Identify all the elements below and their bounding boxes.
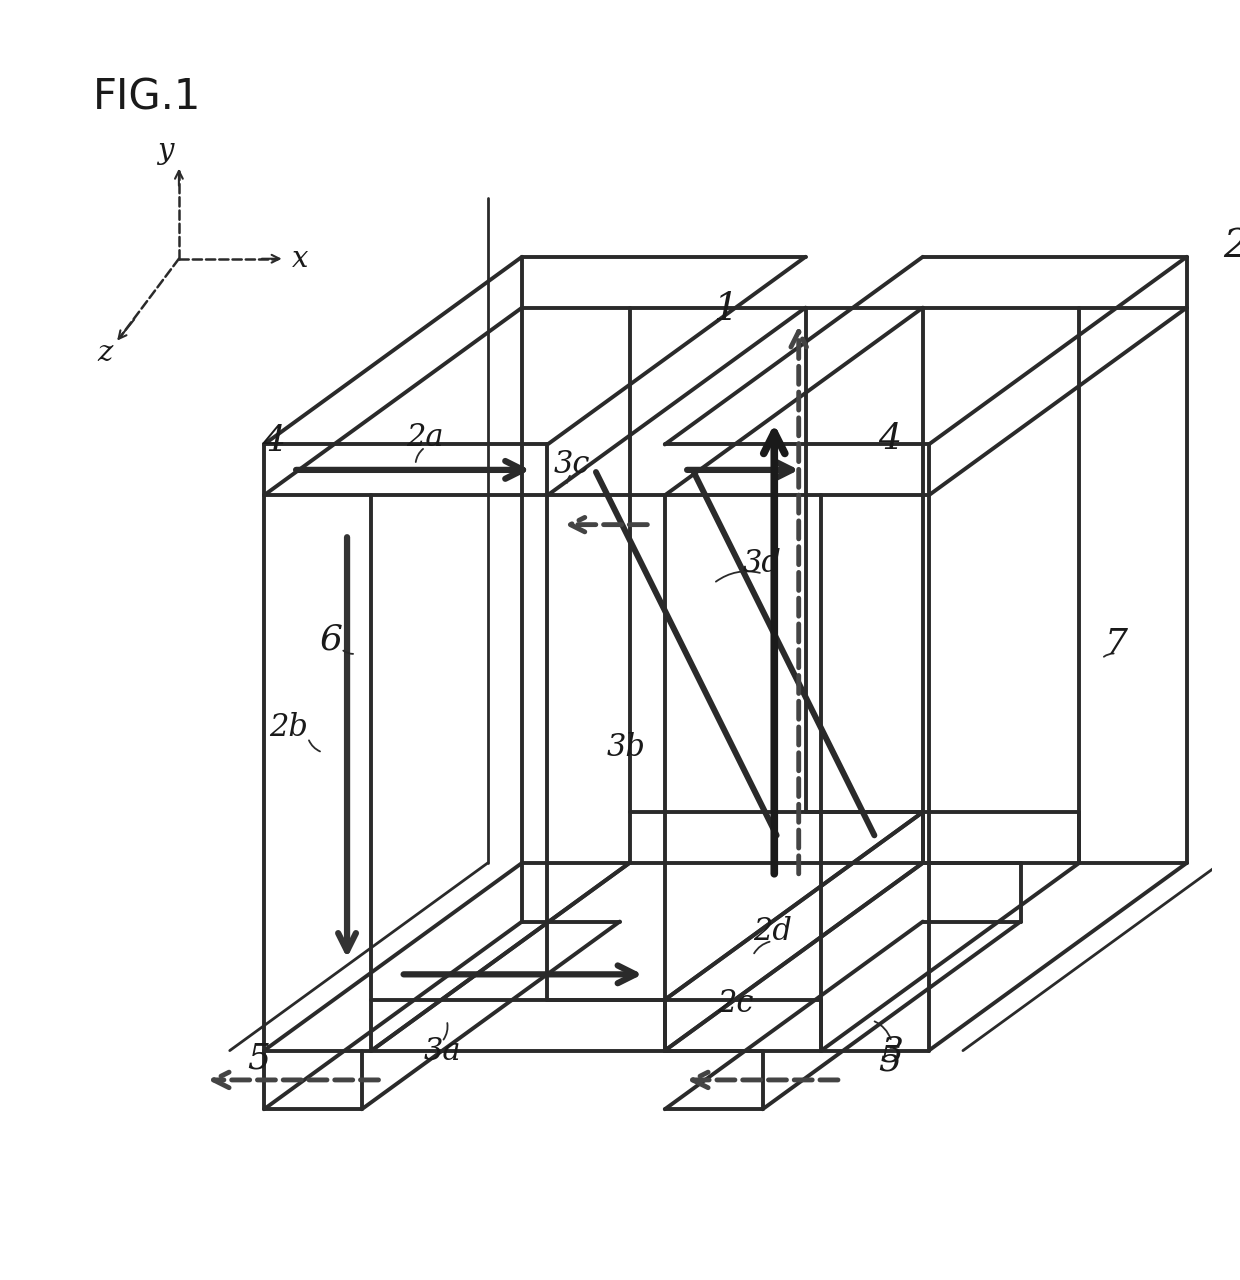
Text: x: x	[291, 244, 309, 273]
Text: 5: 5	[878, 1043, 901, 1078]
Text: 3c: 3c	[553, 448, 590, 480]
Text: 3d: 3d	[743, 548, 782, 580]
Text: y: y	[157, 137, 174, 165]
Text: 4: 4	[262, 424, 285, 457]
Text: 6: 6	[320, 622, 343, 657]
Text: 3b: 3b	[606, 732, 645, 763]
Text: 2d: 2d	[753, 915, 792, 947]
Text: 2a: 2a	[407, 422, 444, 453]
Text: 7: 7	[1105, 627, 1128, 660]
Text: 4: 4	[878, 421, 901, 456]
Text: 2c: 2c	[717, 988, 754, 1019]
Text: 2b: 2b	[269, 713, 308, 744]
Text: 2: 2	[1224, 229, 1240, 265]
Text: 3a: 3a	[423, 1036, 460, 1068]
Text: 3: 3	[880, 1034, 903, 1069]
Text: z: z	[97, 339, 113, 366]
Text: FIG.1: FIG.1	[93, 77, 201, 119]
Text: 5: 5	[248, 1042, 270, 1075]
Text: 1: 1	[713, 291, 738, 328]
